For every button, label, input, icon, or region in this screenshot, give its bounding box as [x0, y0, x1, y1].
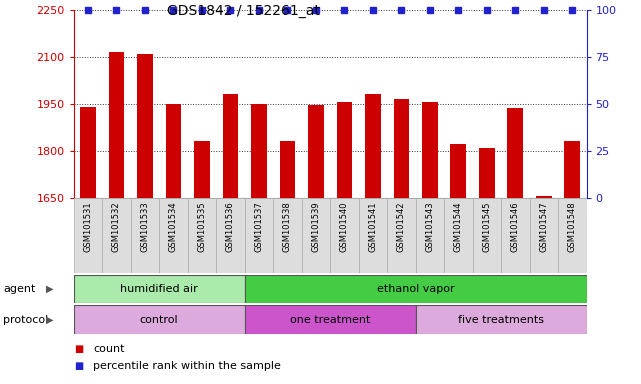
- Text: GSM101531: GSM101531: [83, 202, 92, 252]
- Bar: [251, 104, 267, 198]
- Bar: [279, 141, 296, 198]
- Text: protocol: protocol: [3, 314, 49, 325]
- FancyBboxPatch shape: [415, 198, 444, 273]
- Text: GSM101534: GSM101534: [169, 202, 178, 252]
- FancyBboxPatch shape: [330, 198, 358, 273]
- Text: GSM101541: GSM101541: [369, 202, 378, 252]
- FancyBboxPatch shape: [358, 198, 387, 273]
- FancyBboxPatch shape: [558, 198, 587, 273]
- FancyBboxPatch shape: [74, 275, 245, 303]
- Text: GSM101536: GSM101536: [226, 202, 235, 252]
- Text: percentile rank within the sample: percentile rank within the sample: [93, 361, 281, 371]
- FancyBboxPatch shape: [387, 198, 415, 273]
- Text: GSM101533: GSM101533: [140, 202, 149, 252]
- Bar: [479, 147, 495, 198]
- Bar: [222, 94, 238, 198]
- FancyBboxPatch shape: [74, 198, 102, 273]
- Text: GSM101548: GSM101548: [568, 202, 577, 252]
- Text: GDS1842 / 152261_at: GDS1842 / 152261_at: [167, 4, 320, 18]
- FancyBboxPatch shape: [501, 198, 529, 273]
- Bar: [194, 141, 210, 198]
- Text: ▶: ▶: [46, 314, 54, 325]
- Text: GSM101547: GSM101547: [539, 202, 548, 252]
- Bar: [308, 105, 324, 198]
- Text: GSM101546: GSM101546: [511, 202, 520, 252]
- Bar: [394, 99, 409, 198]
- FancyBboxPatch shape: [529, 198, 558, 273]
- Bar: [565, 141, 580, 198]
- Text: ethanol vapor: ethanol vapor: [377, 284, 454, 294]
- Text: control: control: [140, 314, 178, 325]
- FancyBboxPatch shape: [302, 198, 330, 273]
- Text: one treatment: one treatment: [290, 314, 370, 325]
- FancyBboxPatch shape: [74, 305, 245, 334]
- Text: GSM101544: GSM101544: [454, 202, 463, 252]
- Bar: [451, 144, 466, 198]
- Text: GSM101540: GSM101540: [340, 202, 349, 252]
- FancyBboxPatch shape: [245, 275, 587, 303]
- Text: GSM101532: GSM101532: [112, 202, 121, 252]
- Text: humidified air: humidified air: [121, 284, 198, 294]
- Text: agent: agent: [3, 284, 36, 294]
- Text: GSM101539: GSM101539: [312, 202, 320, 252]
- Text: ▶: ▶: [46, 284, 54, 294]
- Bar: [337, 102, 352, 198]
- Bar: [108, 52, 124, 198]
- Bar: [80, 107, 96, 198]
- FancyBboxPatch shape: [444, 198, 472, 273]
- Text: GSM101543: GSM101543: [426, 202, 435, 252]
- Text: GSM101538: GSM101538: [283, 202, 292, 252]
- Bar: [165, 104, 181, 198]
- Bar: [422, 102, 438, 198]
- Bar: [536, 196, 552, 198]
- Text: count: count: [93, 344, 124, 354]
- Bar: [508, 108, 523, 198]
- Text: ■: ■: [74, 361, 83, 371]
- Bar: [137, 53, 153, 198]
- FancyBboxPatch shape: [245, 198, 273, 273]
- FancyBboxPatch shape: [102, 198, 131, 273]
- Text: GSM101542: GSM101542: [397, 202, 406, 252]
- FancyBboxPatch shape: [131, 198, 159, 273]
- FancyBboxPatch shape: [273, 198, 302, 273]
- Text: five treatments: five treatments: [458, 314, 544, 325]
- Text: GSM101545: GSM101545: [482, 202, 491, 252]
- FancyBboxPatch shape: [472, 198, 501, 273]
- Text: GSM101537: GSM101537: [254, 202, 263, 252]
- FancyBboxPatch shape: [188, 198, 216, 273]
- FancyBboxPatch shape: [216, 198, 245, 273]
- Text: GSM101535: GSM101535: [197, 202, 206, 252]
- FancyBboxPatch shape: [159, 198, 188, 273]
- FancyBboxPatch shape: [415, 305, 587, 334]
- FancyBboxPatch shape: [245, 305, 415, 334]
- Bar: [365, 94, 381, 198]
- Text: ■: ■: [74, 344, 83, 354]
